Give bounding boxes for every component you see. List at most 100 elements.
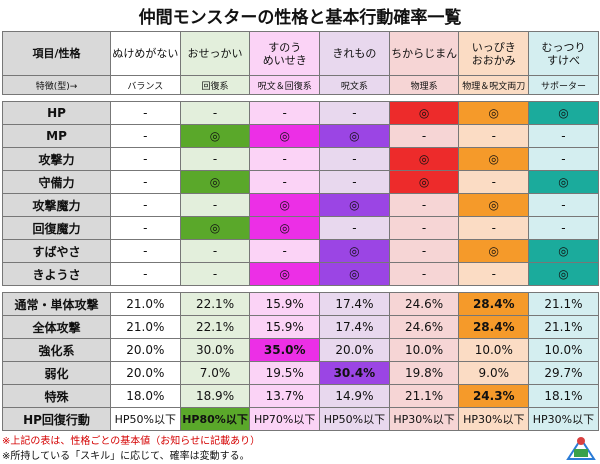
column-header-1: おせっかい xyxy=(179,31,251,76)
probability-cell: HP30%以下 xyxy=(458,407,530,431)
spacer-cell xyxy=(528,285,599,293)
spacer-cell xyxy=(319,94,390,102)
column-trait: 呪文＆回復系 xyxy=(249,75,321,95)
probability-label: 全体攻撃 xyxy=(2,315,111,339)
trait-cell: - xyxy=(528,147,599,171)
spacer-cell xyxy=(180,285,250,293)
probability-cell: 24.6% xyxy=(388,292,460,316)
trait-cell: ◎ xyxy=(528,101,599,125)
trait-cell: ◎ xyxy=(249,124,321,148)
column-header-5: いっぴき おおかみ xyxy=(458,31,530,76)
column-name: ちからじまん xyxy=(391,47,458,60)
trait-cell: - xyxy=(319,101,390,125)
trait-cell: - xyxy=(110,170,181,194)
trait-cell: - xyxy=(458,262,530,286)
probability-cell: 10.0% xyxy=(528,338,599,362)
trait-cell: ◎ xyxy=(458,193,530,217)
column-header-2: すのう めいせき xyxy=(249,31,321,76)
trait-cell: ◎ xyxy=(249,216,321,240)
trait-cell: ◎ xyxy=(388,101,460,125)
trait-cell: - xyxy=(319,147,390,171)
trait-row: 攻撃力 - - - - ◎ ◎ - xyxy=(2,147,599,171)
probability-label: 特殊 xyxy=(2,384,111,408)
trait-cell: - xyxy=(179,239,251,263)
spacer-cell xyxy=(389,285,459,293)
column-name: むっつり すけべ xyxy=(541,40,586,67)
column-trait: バランス xyxy=(110,75,181,95)
trait-cell: ◎ xyxy=(249,193,321,217)
trait-label: 守備力 xyxy=(2,170,111,194)
trait-row: 回復魔力 - ◎ ◎ - - - - xyxy=(2,216,599,240)
trait-cell: - xyxy=(388,193,460,217)
probability-cell: HP30%以下 xyxy=(388,407,460,431)
probability-cell: 20.0% xyxy=(319,338,390,362)
trait-cell: - xyxy=(528,193,599,217)
trait-cell: - xyxy=(528,216,599,240)
spacer-cell xyxy=(2,285,111,293)
probability-cell: 15.9% xyxy=(249,292,321,316)
probability-cell: 15.9% xyxy=(249,315,321,339)
trait-label: HP xyxy=(2,101,111,125)
personality-table: 項目/性格 ぬけめがない おせっかい すのう めいせき きれもの ちからじまん いっぴき お… xyxy=(2,31,599,431)
probability-cell: 13.7% xyxy=(249,384,321,408)
probability-row: 弱化 20.0% 7.0% 19.5% 30.4% 19.8% 9.0% 29.7% xyxy=(2,361,599,385)
probability-cell: 10.0% xyxy=(458,338,530,362)
probability-cell: 24.6% xyxy=(388,315,460,339)
column-trait: 回復系 xyxy=(179,75,251,95)
probability-cell: 28.4% xyxy=(458,315,530,339)
spacer-cell xyxy=(528,94,599,102)
probability-cell: 14.9% xyxy=(319,384,390,408)
spacer-cell xyxy=(110,94,181,102)
probability-label: HP回復行動 xyxy=(2,407,111,431)
probability-row: 全体攻撃 21.0% 22.1% 15.9% 17.4% 24.6% 28.4% 21.1% xyxy=(2,315,599,339)
spacer-cell xyxy=(2,94,111,102)
trait-cell: ◎ xyxy=(319,239,390,263)
trait-cell: - xyxy=(110,239,181,263)
trait-cell: ◎ xyxy=(458,101,530,125)
probability-row: HP回復行動 HP50%以下 HP80%以下 HP70%以下 HP50%以下 HP30%以… xyxy=(2,407,599,431)
probability-cell: 17.4% xyxy=(319,292,390,316)
trait-row: HP - - - - ◎ ◎ ◎ xyxy=(2,101,599,125)
trait-cell: - xyxy=(319,216,390,240)
probability-cell: HP50%以下 xyxy=(319,407,390,431)
trait-cell: ◎ xyxy=(388,170,460,194)
spacer-cell xyxy=(319,285,390,293)
probability-cell: 22.1% xyxy=(179,315,251,339)
probability-cell: 21.1% xyxy=(528,292,599,316)
column-name: おせっかい xyxy=(187,47,243,60)
trait-cell: - xyxy=(179,262,251,286)
trait-row: 守備力 - ◎ - - ◎ - ◎ xyxy=(2,170,599,194)
trait-cell: ◎ xyxy=(179,170,251,194)
trait-cell: - xyxy=(458,216,530,240)
probability-cell: HP30%以下 xyxy=(528,407,599,431)
probability-cell: 21.0% xyxy=(110,315,181,339)
spacer-cell xyxy=(458,94,529,102)
spacer-cell xyxy=(249,285,320,293)
probability-row: 特殊 18.0% 18.9% 13.7% 14.9% 21.1% 24.3% 18.1% xyxy=(2,384,599,408)
probability-cell: 21.0% xyxy=(110,292,181,316)
trait-cell: - xyxy=(458,170,530,194)
probability-label: 通常・単体攻撃 xyxy=(2,292,111,316)
probability-cell: HP50%以下 xyxy=(110,407,181,431)
probability-cell: 10.0% xyxy=(388,338,460,362)
trait-cell: - xyxy=(458,124,530,148)
trait-cell: ◎ xyxy=(528,170,599,194)
trait-cell: - xyxy=(319,170,390,194)
column-trait: 物理＆呪文両刀 xyxy=(458,75,530,95)
trait-cell: ◎ xyxy=(319,262,390,286)
spacer-cell xyxy=(249,94,320,102)
trait-cell: - xyxy=(388,124,460,148)
trait-cell: - xyxy=(249,170,321,194)
trait-label: きようさ xyxy=(2,262,111,286)
probability-cell: HP80%以下 xyxy=(179,407,251,431)
trait-cell: - xyxy=(110,262,181,286)
trait-row: すばやさ - - - ◎ - ◎ ◎ xyxy=(2,239,599,263)
column-trait: 呪文系 xyxy=(319,75,390,95)
trait-row: 攻撃魔力 - - ◎ ◎ - ◎ - xyxy=(2,193,599,217)
header-trait-label: 特徴(型)→ xyxy=(2,75,111,95)
spacer-cell xyxy=(180,94,250,102)
probability-cell: 21.1% xyxy=(528,315,599,339)
probability-row: 通常・単体攻撃 21.0% 22.1% 15.9% 17.4% 24.6% 28.4% 21.… xyxy=(2,292,599,316)
probability-cell: HP70%以下 xyxy=(249,407,321,431)
column-header-4: ちからじまん xyxy=(388,31,460,76)
